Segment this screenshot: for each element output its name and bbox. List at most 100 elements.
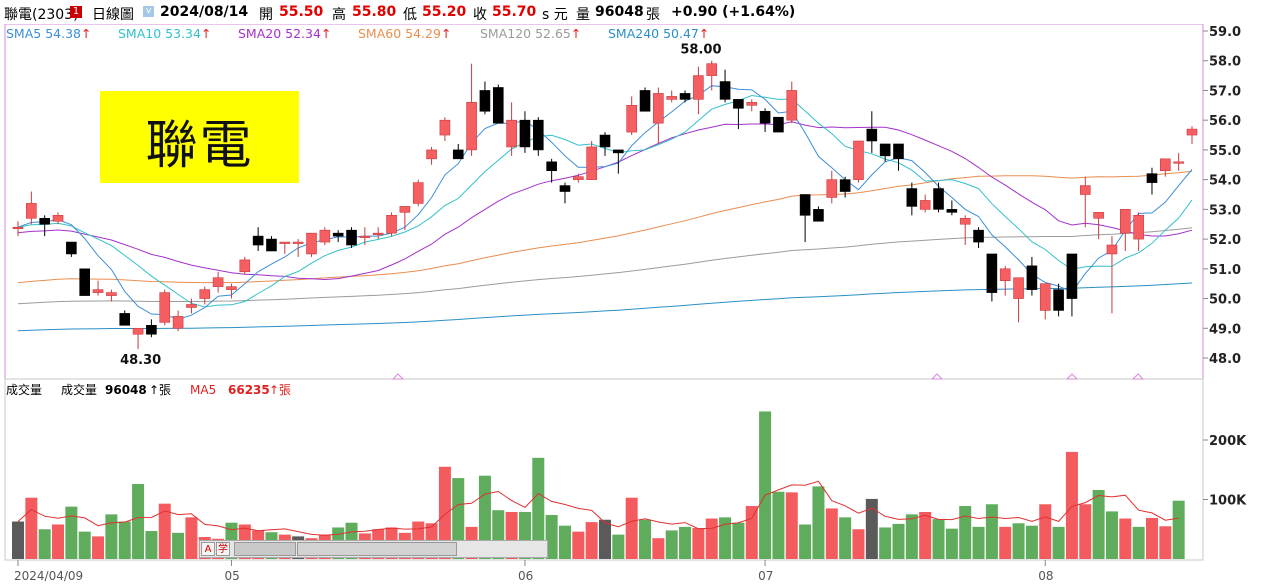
candle-body [372,232,384,235]
candle-body [279,241,291,244]
candle-body [319,229,331,243]
volume-value: 96048 [105,383,147,397]
candle-body [399,206,411,213]
candle-body [492,87,504,124]
open-value: 55.50 [279,4,324,20]
volume-ma5-value: 66235 [228,383,270,397]
volume-bar [118,521,131,559]
candle-body [452,149,464,160]
volume-bar [999,526,1012,559]
volume-ma5-unit: ↑張 [269,383,291,397]
candle-body [679,93,691,100]
price-tick-label: 52.0 [1209,233,1241,248]
candle-body [1186,128,1198,136]
quote-date: 2024/08/14 [160,4,249,20]
price-tick-label: 54.0 [1209,174,1241,189]
close-label: 收 [473,7,487,23]
candle-body [332,232,344,237]
volume-bar [25,497,38,559]
volume-bar [1065,451,1078,559]
candle-body [986,253,998,293]
candle-body [933,188,944,210]
candle-body [773,116,784,133]
volume-bar [438,466,451,559]
candle-body [1093,212,1104,219]
candle-body [893,143,904,160]
sma-legend-item: SMA5 54.38↑ [6,26,91,41]
volume-bar [825,508,838,559]
volume-ma5-line [17,480,1179,536]
volume-bar [959,506,972,559]
price-tick-label: 58.0 [1209,55,1241,70]
candle-body [479,90,491,112]
candle-body [759,110,771,124]
sma-legend-item: SMA20 52.34↑ [238,26,331,41]
scroll-track-segment[interactable] [297,542,457,556]
candle-body [252,235,264,246]
candle-body [506,119,517,148]
candle-body [266,238,277,252]
volume-bar [572,531,585,559]
scroll-left-button[interactable]: A [201,542,215,556]
volume-bar [12,521,24,559]
candle-body [1146,173,1158,183]
horizontal-scrollbar[interactable]: A 学 [199,540,548,558]
volume-bar [732,522,745,559]
volume-bar [1025,525,1038,559]
candle-body [719,81,731,100]
volume-header-value: 96048 [595,4,644,20]
x-tick-label: 05 [224,569,239,583]
open-label: 開 [259,7,273,23]
scroll-thumb[interactable] [234,542,296,556]
volume-bar [759,411,772,559]
period-badge[interactable]: 1 [70,6,82,18]
candle-body [532,119,544,151]
volume-bar [839,517,852,559]
volume-bar [772,491,785,559]
candle-body [786,90,798,121]
candle-body [292,241,304,244]
candle-body [52,215,64,222]
candle-body [1039,283,1051,311]
candle-body [639,90,651,112]
volume-bar [452,478,465,559]
candle-body [466,102,477,151]
candle-body [79,268,91,296]
x-tick-label: 06 [518,569,533,583]
dropdown-icon[interactable]: v [143,6,154,17]
sma-legend-item: SMA60 54.29↑ [358,26,451,41]
candle-body [159,292,171,323]
candle-body [946,209,958,213]
price-change: +0.90 (+1.64%) [671,4,796,20]
candle-body [733,99,744,109]
scroll-input-button[interactable]: 学 [216,542,230,556]
candle-body [599,134,611,148]
volume-bar [812,486,825,559]
volume-bar [158,503,171,559]
volume-bar [185,517,198,559]
x-tick-label: 2024/04/09 [14,569,83,583]
volume-bar [865,498,878,559]
candle-body [439,119,451,136]
candle-body [1106,244,1118,255]
price-tick-label: 56.0 [1209,114,1241,129]
low-value: 55.20 [422,4,467,20]
stock-name-banner: 聯電 [100,91,299,183]
candle-body [1053,289,1064,311]
volume-bar [892,523,905,559]
price-tick-label: 48.0 [1209,352,1241,367]
price-tick-label: 50.0 [1209,293,1241,308]
volume-bar [625,497,638,559]
volume-bar [785,492,798,559]
candle-body [813,209,824,222]
volume-bar [1132,526,1145,559]
volume-bar [879,527,892,559]
volume-bar [558,525,571,559]
volume-label: 成交量 [61,382,97,397]
candle-body [359,235,371,238]
volume-bar [1052,526,1065,559]
volume-bar [599,519,611,559]
volume-bar [1145,517,1158,559]
volume-header-label: 量 [576,7,590,23]
